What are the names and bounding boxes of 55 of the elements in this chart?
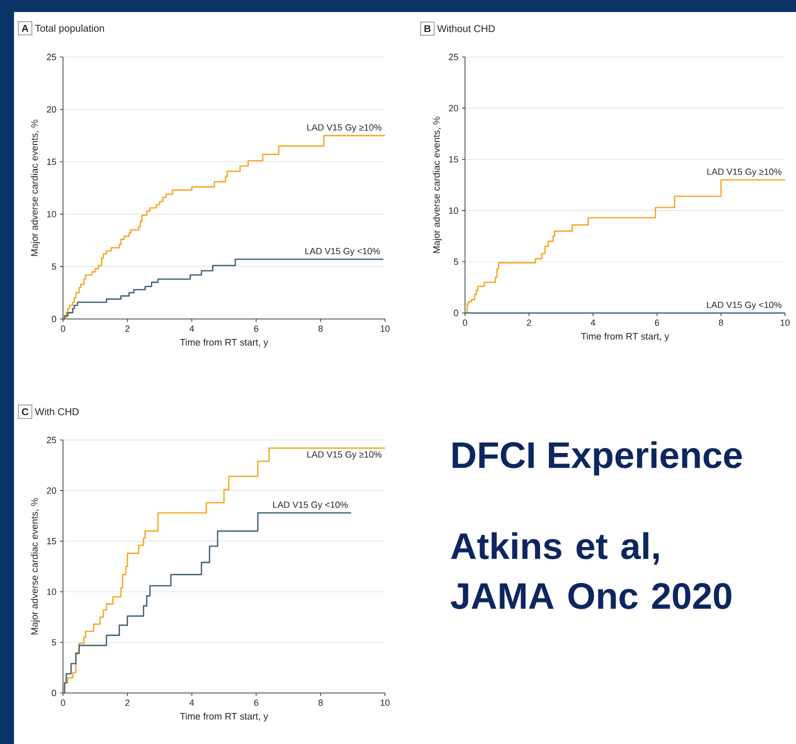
x-tick-label: 8: [318, 700, 323, 706]
x-tick-label: 6: [254, 326, 258, 332]
series-label: LAD V15 Gy ≥10%: [707, 168, 782, 177]
x-tick-label: 8: [718, 320, 724, 326]
y-tick-label: 0: [454, 310, 458, 316]
y-tick-label: 5: [454, 258, 458, 265]
text: C: [22, 408, 28, 416]
y-tick-label: 10: [449, 207, 458, 214]
y-tick-label: 15: [449, 156, 458, 163]
y-axis-title: Major adverse cardiac events, %: [432, 116, 442, 253]
x-tick-label: 2: [125, 700, 130, 706]
text: Atkins et al, JAMA Onc 2020: [450, 532, 732, 610]
y-tick-label: 25: [448, 54, 458, 60]
x-tick-label: 0: [60, 326, 66, 332]
y-tick-label: 15: [47, 538, 56, 544]
y-tick-label: 25: [46, 436, 56, 444]
y-tick-label: 15: [47, 158, 56, 165]
y-tick-label: 20: [448, 105, 458, 112]
x-axis-title: Time from RT start, y: [581, 332, 670, 342]
x-tick-label: 6: [254, 700, 258, 706]
y-tick-label: 5: [52, 263, 56, 270]
text: DFCI Experience: [452, 441, 742, 476]
x-tick-label: 10: [380, 700, 390, 706]
x-tick-label: 2: [125, 326, 130, 332]
x-tick-label: 8: [318, 326, 323, 332]
x-axis-title: Time from RT start, y: [180, 338, 268, 348]
x-tick-label: 4: [190, 326, 194, 332]
chart-title: With CHD: [34, 408, 79, 416]
text: A: [22, 24, 28, 32]
x-axis-title: Time from RT start, y: [180, 712, 268, 722]
y-axis-title: Major adverse cardiac events, %: [30, 498, 40, 634]
y-tick-label: 0: [52, 690, 56, 696]
y-tick-label: 5: [52, 639, 56, 646]
series-label: LAD V15 Gy ≥10%: [307, 451, 382, 460]
x-tick-label: 10: [780, 320, 790, 326]
chart-title: Without CHD: [437, 24, 495, 32]
y-tick-label: 10: [47, 211, 56, 218]
x-tick-label: 0: [462, 320, 468, 326]
chart-title: Total population: [35, 24, 104, 34]
x-tick-label: 0: [60, 700, 66, 706]
x-tick-label: 4: [590, 320, 596, 326]
series-label: LAD V15 Gy <10%: [707, 302, 782, 310]
text: B: [424, 25, 431, 32]
x-tick-label: 4: [190, 700, 194, 706]
series-label: LAD V15 Gy <10%: [305, 248, 380, 256]
series-label: LAD V15 Gy <10%: [273, 502, 348, 510]
x-tick-label: 2: [526, 320, 532, 326]
y-axis-title: Major adverse cardiac events, %: [30, 120, 40, 256]
y-tick-label: 20: [46, 106, 56, 113]
y-tick-label: 10: [47, 588, 56, 595]
y-tick-label: 25: [46, 54, 56, 60]
x-tick-label: 6: [654, 320, 660, 326]
x-tick-label: 10: [380, 326, 390, 332]
series-label: LAD V15 Gy ≥10%: [307, 124, 382, 132]
y-tick-label: 20: [46, 487, 56, 494]
